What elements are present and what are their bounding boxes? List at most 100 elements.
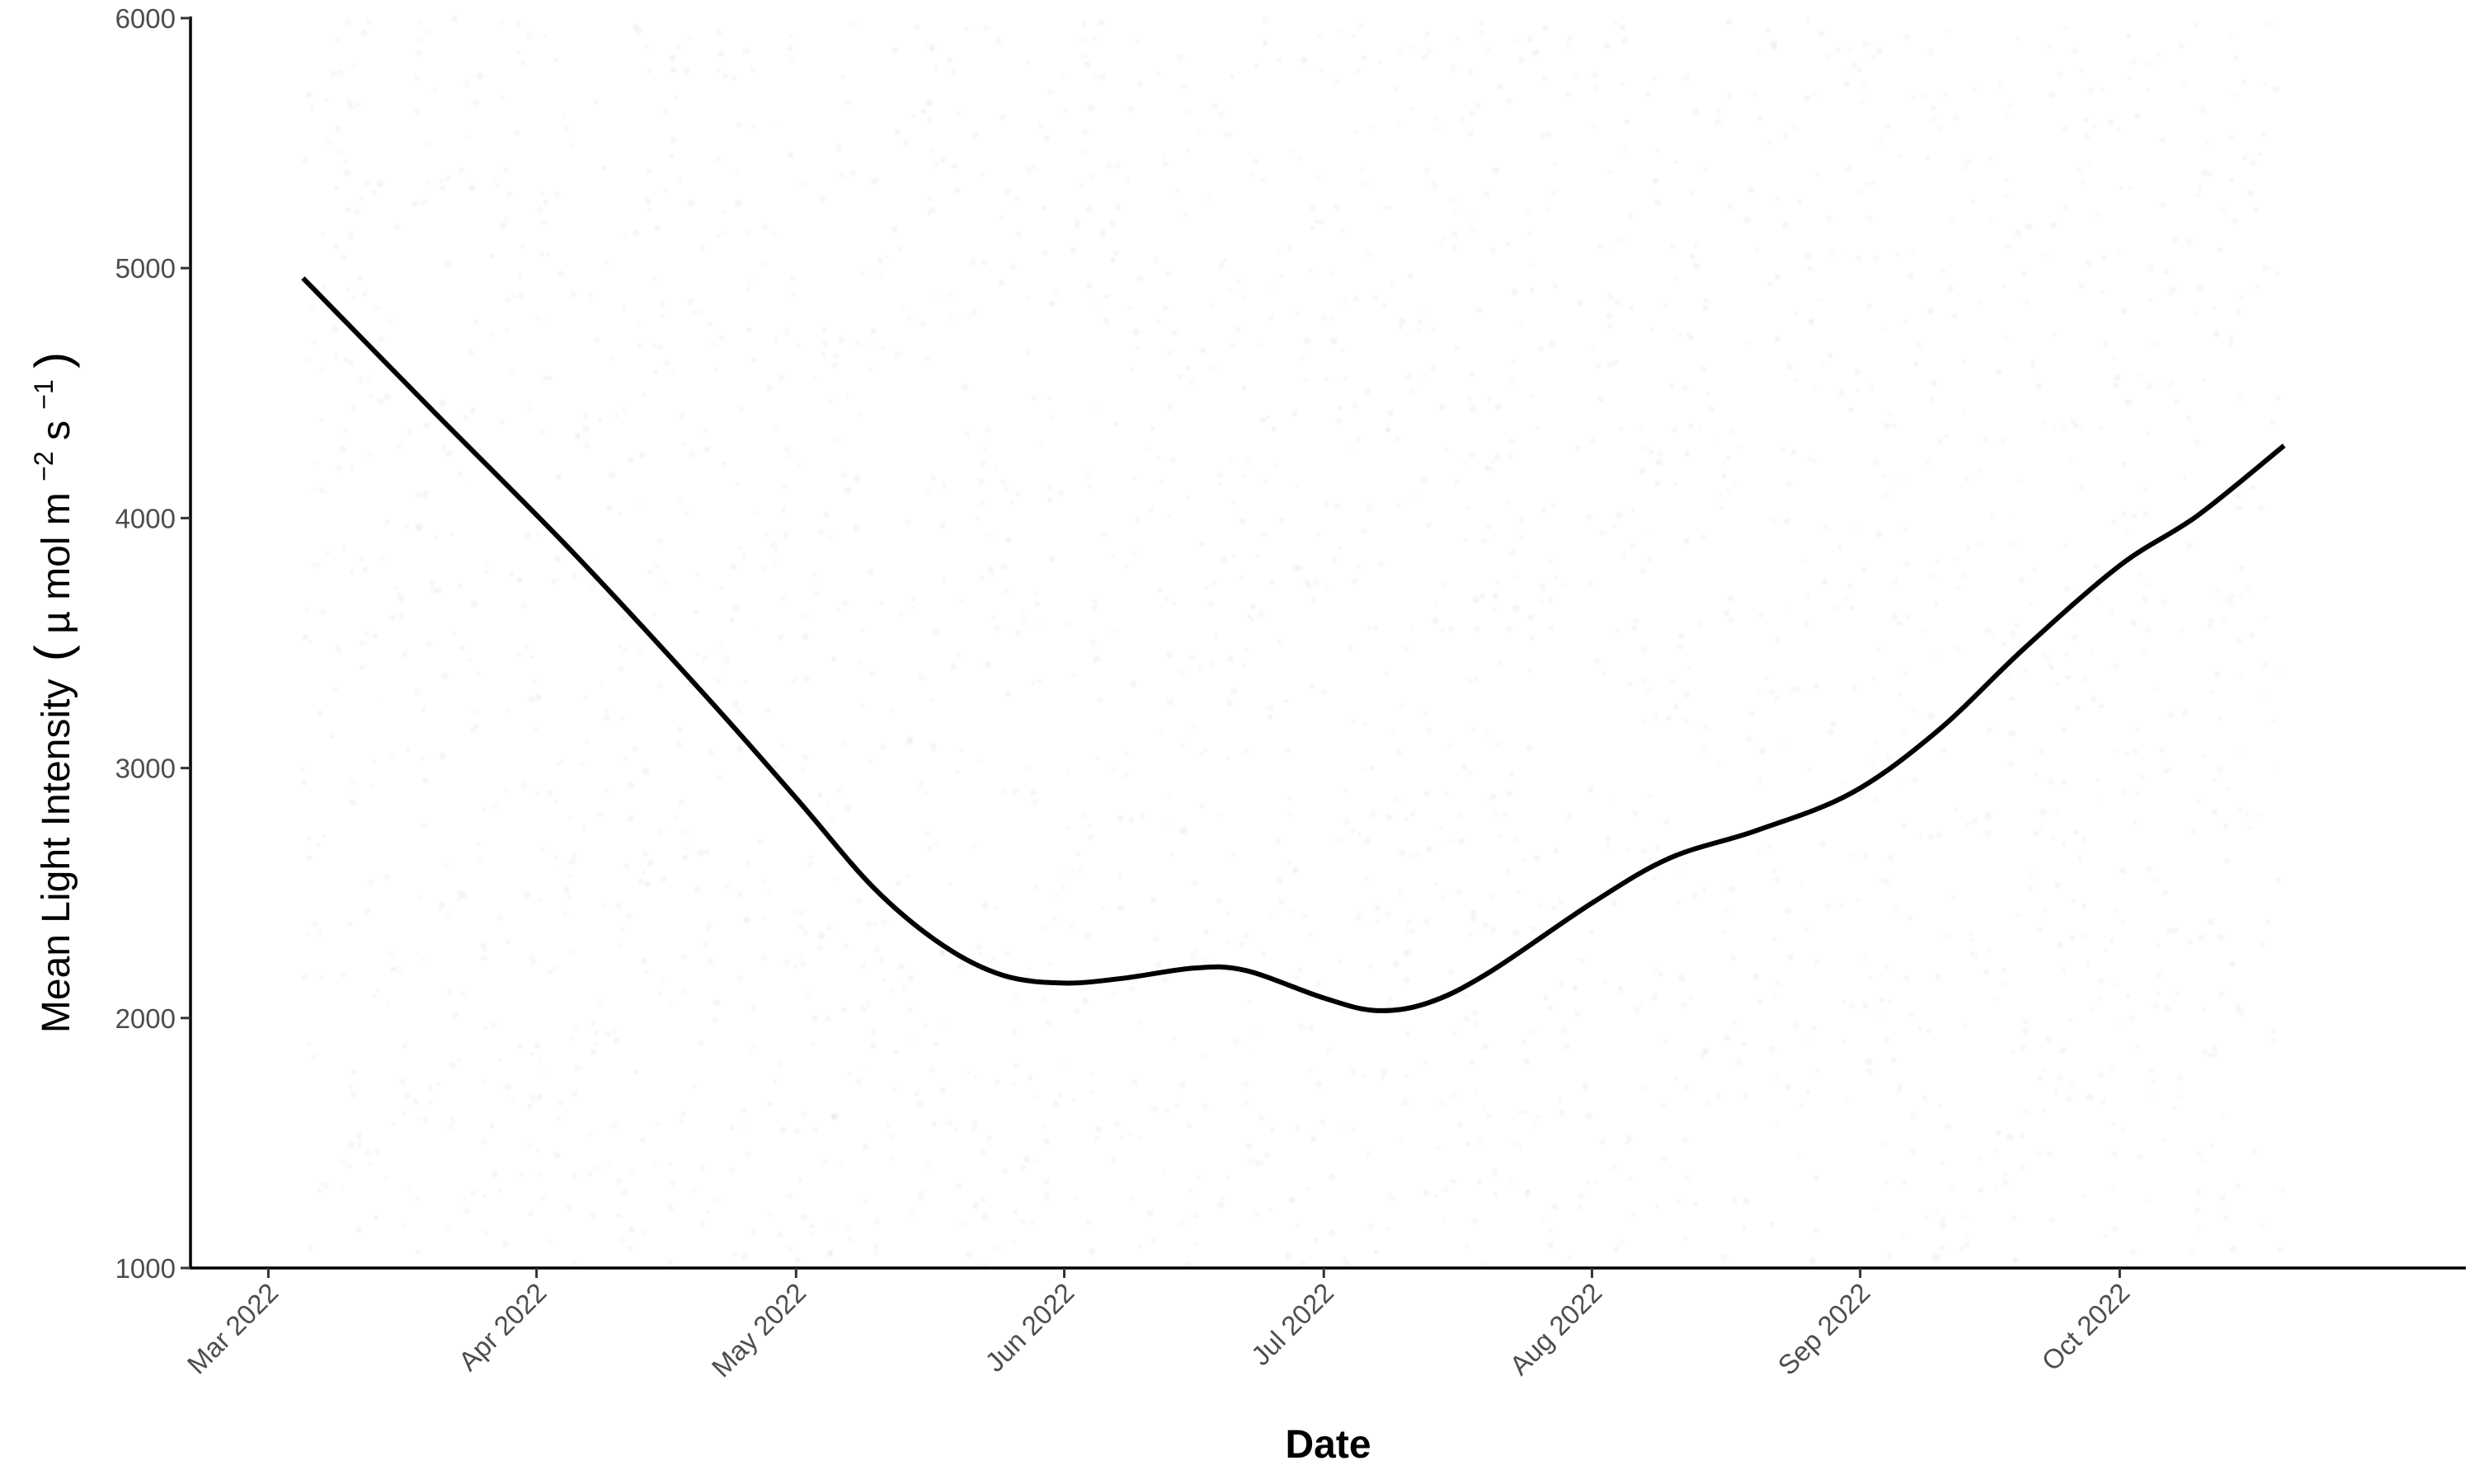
background-point xyxy=(1912,248,1917,253)
background-point xyxy=(2181,711,2188,717)
background-point xyxy=(1613,1246,1620,1252)
background-point xyxy=(1128,1130,1133,1136)
background-point xyxy=(1537,903,1542,908)
background-point xyxy=(1470,227,1477,233)
background-point xyxy=(1319,218,1325,225)
background-point xyxy=(1093,655,1100,663)
background-point xyxy=(1202,1103,1209,1111)
background-point xyxy=(1560,1026,1568,1035)
background-point xyxy=(1530,261,1536,268)
background-point xyxy=(1989,512,1996,519)
background-point xyxy=(1298,356,1304,362)
background-point xyxy=(1334,78,1340,85)
background-point xyxy=(2034,772,2039,777)
background-point xyxy=(889,1133,896,1139)
background-point xyxy=(397,595,405,603)
background-point xyxy=(1039,440,1045,446)
background-point xyxy=(1498,84,1504,90)
background-point xyxy=(467,350,475,357)
background-point xyxy=(1881,473,1887,479)
background-point xyxy=(2077,856,2082,861)
background-point xyxy=(1953,646,1957,650)
background-point xyxy=(793,1128,801,1134)
background-point xyxy=(1593,657,1602,665)
background-point xyxy=(669,153,675,158)
background-point xyxy=(1123,750,1129,756)
background-point xyxy=(2021,270,2028,277)
background-point xyxy=(1611,247,1616,251)
background-point xyxy=(349,569,355,575)
background-point xyxy=(1098,73,1106,81)
background-point xyxy=(787,1245,794,1252)
background-point xyxy=(2032,566,2038,572)
background-point xyxy=(1725,488,1732,494)
background-point xyxy=(1515,40,1520,45)
background-point xyxy=(1355,436,1361,442)
background-point xyxy=(555,762,560,767)
background-point xyxy=(374,1214,379,1219)
background-point xyxy=(1377,561,1385,568)
background-point xyxy=(1252,158,1259,165)
background-point xyxy=(745,230,752,237)
background-point xyxy=(1228,289,1233,294)
background-point xyxy=(1752,91,1758,97)
background-point xyxy=(444,175,452,182)
background-point xyxy=(1136,1136,1142,1142)
background-point xyxy=(829,819,835,824)
background-point xyxy=(515,650,523,658)
background-point xyxy=(349,466,355,472)
background-point xyxy=(462,1198,468,1203)
background-point xyxy=(1456,1122,1463,1128)
background-point xyxy=(2004,114,2009,120)
background-point xyxy=(1216,472,1224,478)
background-point xyxy=(667,1161,672,1166)
background-point xyxy=(2042,1067,2047,1072)
background-point xyxy=(723,657,731,665)
background-point xyxy=(1511,289,1518,296)
background-point xyxy=(1152,936,1160,943)
background-point xyxy=(657,828,665,835)
background-point xyxy=(1940,1223,1948,1230)
background-point xyxy=(1927,834,1935,840)
background-point xyxy=(2067,458,2073,464)
background-point xyxy=(647,859,654,866)
background-point xyxy=(750,1041,759,1050)
background-point xyxy=(1884,423,1892,430)
background-point xyxy=(417,895,422,900)
background-point xyxy=(556,1153,561,1158)
background-point xyxy=(1715,1092,1722,1099)
background-point xyxy=(350,1091,357,1098)
background-point xyxy=(568,857,576,865)
background-point xyxy=(1832,605,1840,613)
background-point xyxy=(1653,177,1660,184)
background-point xyxy=(1804,592,1810,599)
background-point xyxy=(321,833,326,838)
background-point xyxy=(2015,912,2021,918)
background-point xyxy=(1526,232,1532,237)
background-point xyxy=(1371,124,1375,129)
background-point xyxy=(1575,444,1583,452)
background-point xyxy=(1236,278,1243,284)
background-point xyxy=(2263,81,2268,86)
background-point xyxy=(357,276,363,282)
background-point xyxy=(1161,161,1169,167)
background-point xyxy=(1896,1084,1903,1091)
y-tick-label: 3000 xyxy=(115,754,176,784)
background-point xyxy=(888,895,895,901)
background-point xyxy=(1841,1039,1846,1044)
background-point xyxy=(2269,419,2277,426)
background-point xyxy=(1984,815,1992,822)
background-point xyxy=(1969,950,1974,955)
background-point xyxy=(654,564,661,570)
background-point xyxy=(1163,304,1169,311)
background-point xyxy=(1493,811,1499,818)
background-point xyxy=(1396,48,1403,54)
background-point xyxy=(1292,563,1300,571)
background-point xyxy=(1512,929,1520,937)
background-point xyxy=(2259,942,2265,948)
background-point xyxy=(2065,1095,2072,1103)
background-point xyxy=(825,1251,833,1258)
background-point xyxy=(670,1002,674,1006)
background-point xyxy=(305,92,313,99)
background-point xyxy=(2004,177,2010,183)
